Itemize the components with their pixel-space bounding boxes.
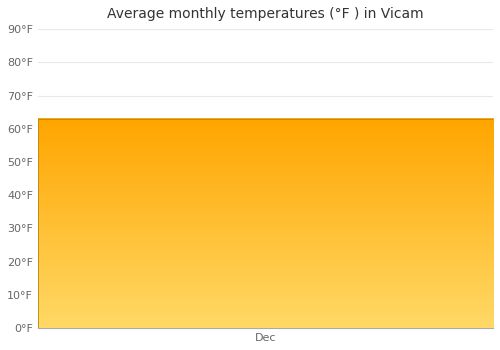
Title: Average monthly temperatures (°F ) in Vicam: Average monthly temperatures (°F ) in Vi… <box>107 7 424 21</box>
Bar <box>38 119 493 328</box>
